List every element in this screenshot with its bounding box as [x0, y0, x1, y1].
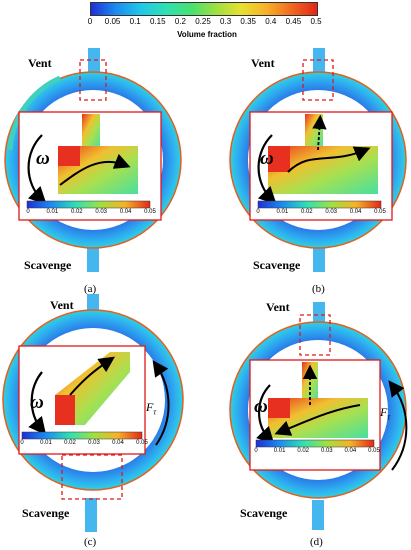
panel-b-inset-ticks: 0 0.01 0.02 0.03 0.04 0.05 — [256, 209, 386, 217]
inset-colorbar-tick-label: 0.01 — [46, 209, 59, 215]
inset-colorbar-tick-label: 0.02 — [300, 209, 313, 215]
panel-b-caption: (b) — [312, 283, 325, 295]
inset-colorbar-tick-label: 0.03 — [88, 440, 100, 446]
inset-colorbar-tick-label: 0.01 — [276, 209, 289, 215]
inset-colorbar-tick-label: 0 — [254, 448, 258, 454]
panel-a-scavenge-label: Scavenge — [24, 258, 72, 272]
colorbar-tick-label: 0 — [87, 17, 93, 26]
inset-colorbar-tick-label: 0.04 — [349, 209, 362, 215]
colorbar-tick-label: 0.25 — [195, 17, 211, 26]
inset-colorbar-tick-label: 0.02 — [64, 440, 76, 446]
top-colorbar: 0 0.05 0.1 0.15 0.2 0.25 0.3 0.35 0.4 0.45 0.5 Vol… — [82, 0, 332, 48]
colorbar-tick-label: 0.3 — [220, 17, 232, 26]
panel-b-vent-label: Vent — [251, 56, 275, 70]
colorbar-tick-label: 0.4 — [265, 17, 277, 26]
panel-d-caption: (d) — [310, 536, 323, 548]
colorbar-tick-label: 0.35 — [240, 17, 256, 26]
inset-colorbar-tick-label: 0.02 — [297, 448, 310, 454]
inset-colorbar-tick-label: 0.04 — [112, 440, 124, 446]
inset-colorbar-tick-label: 0.05 — [374, 209, 386, 215]
panel-d — [229, 302, 408, 530]
panel-c-scavenge-label: Scavenge — [22, 506, 70, 520]
panel-d-omega-symbol: ω — [254, 396, 268, 417]
panel-a-omega-symbol: ω — [36, 148, 50, 169]
colorbar-tick-label: 0.5 — [310, 17, 322, 26]
inset-colorbar-tick-label: 0.03 — [325, 209, 338, 215]
panel-c-vent-label: Vent — [50, 298, 74, 312]
inset-colorbar-tick-label: 0.03 — [95, 209, 108, 215]
panel-c-inset-ticks: 0 0.01 0.02 0.03 0.04 0.05 — [20, 440, 148, 448]
panel-c-omega-symbol: ω — [30, 392, 44, 413]
panel-a — [4, 48, 182, 272]
panel-c-force-label: Fτ — [146, 400, 157, 417]
panel-d-inset-ticks: 0 0.01 0.02 0.03 0.04 0.05 — [254, 448, 380, 456]
panel-b — [229, 48, 407, 272]
inset-colorbar-tick-label: 0 — [20, 440, 24, 446]
panel-a-caption: (a) — [84, 283, 97, 295]
inset-colorbar-tick-label: 0 — [256, 209, 260, 215]
panel-b-omega-symbol: ω — [260, 148, 274, 169]
inset-colorbar-tick-label: 0.04 — [119, 209, 132, 215]
colorbar-tick-label: 0.45 — [285, 17, 302, 26]
inset-colorbar-tick-label: 0.03 — [320, 448, 333, 454]
inset-colorbar-tick-label: 0.01 — [40, 440, 52, 446]
panel-a-vent-label: Vent — [28, 56, 52, 70]
colorbar-tick-label: 0.2 — [174, 17, 186, 26]
colorbar-tick-label: 0.1 — [129, 17, 141, 26]
panel-d-scavenge-label: Scavenge — [240, 506, 288, 520]
colorbar-tick-label: 0.05 — [104, 17, 121, 26]
colorbar-tick-label: 0.15 — [150, 17, 166, 26]
colorbar-ticks: 0 0.05 0.1 0.15 0.2 0.25 0.3 0.35 0.4 0.45 0.5 — [82, 17, 332, 29]
panel-b-scavenge-label: Scavenge — [253, 258, 301, 272]
inset-colorbar-tick-label: 0.05 — [144, 209, 156, 215]
panel-d-vent-label: Vent — [266, 300, 290, 314]
panel-d-force-label: Fτ — [380, 405, 391, 422]
inset-colorbar-tick-label: 0.05 — [368, 448, 380, 454]
inset-colorbar-tick-label: 0.04 — [344, 448, 357, 454]
colorbar-label: Volume fraction — [177, 30, 237, 39]
panel-c-caption: (c) — [84, 536, 97, 548]
inset-colorbar-tick-label: 0.05 — [136, 440, 148, 446]
colorbar-gradient — [90, 2, 318, 16]
inset-colorbar-tick-label: 0 — [26, 209, 30, 215]
panel-c — [2, 294, 184, 532]
panel-a-inset-ticks: 0 0.01 0.02 0.03 0.04 0.05 — [26, 209, 156, 217]
inset-colorbar-tick-label: 0.02 — [70, 209, 83, 215]
inset-colorbar-tick-label: 0.01 — [273, 448, 286, 454]
